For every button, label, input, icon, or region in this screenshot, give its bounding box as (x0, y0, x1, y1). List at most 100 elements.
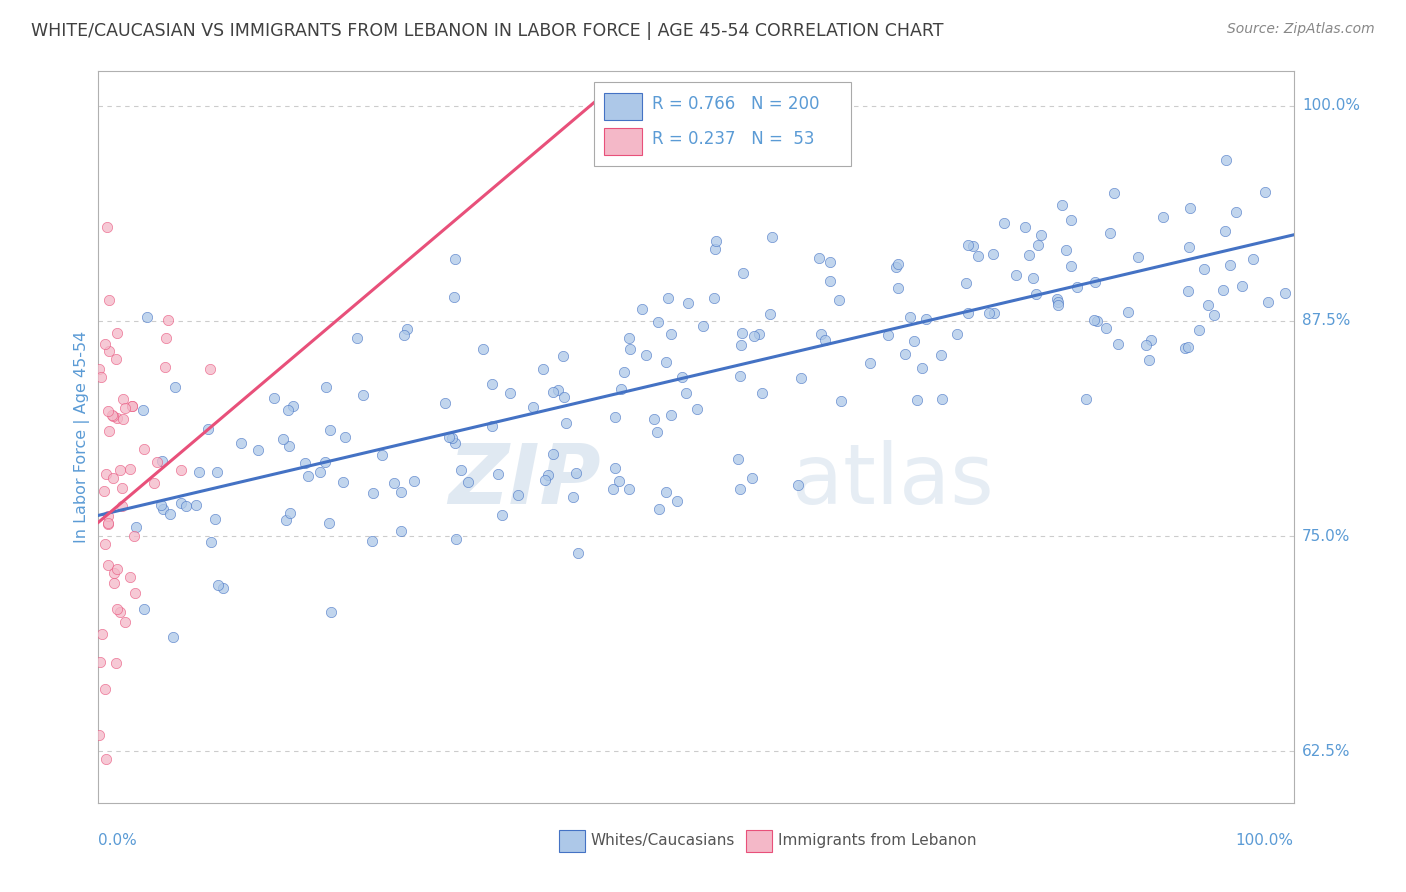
Text: 100.0%: 100.0% (1236, 833, 1294, 848)
Point (103, 575, 125, 590)
Point (898, 310, 921, 325)
Point (197, 422, 219, 436)
Point (97, 343, 120, 358)
Point (105, 602, 128, 616)
Point (434, 396, 457, 410)
Bar (558, 830, 585, 852)
Point (1202, 308, 1225, 322)
Point (1025, 287, 1047, 301)
Point (135, 310, 157, 324)
Point (747, 326, 769, 341)
Point (617, 331, 640, 345)
Text: atlas: atlas (792, 441, 993, 522)
Point (1060, 213, 1083, 227)
Bar (747, 830, 772, 852)
Text: 87.5%: 87.5% (1302, 313, 1350, 328)
Point (155, 331, 177, 345)
Point (565, 467, 588, 481)
Point (887, 281, 910, 295)
Point (1084, 276, 1107, 290)
Point (118, 570, 141, 584)
Point (636, 348, 658, 362)
Y-axis label: In Labor Force | Age 45-54: In Labor Force | Age 45-54 (75, 331, 90, 543)
Point (886, 260, 908, 274)
Point (1107, 337, 1129, 351)
Point (915, 311, 938, 326)
Point (543, 384, 565, 399)
Point (450, 463, 472, 477)
Point (643, 412, 665, 426)
Point (263, 391, 285, 405)
Point (211, 581, 233, 595)
Point (1139, 334, 1161, 348)
Point (741, 471, 763, 485)
Text: 75.0%: 75.0% (1302, 529, 1350, 543)
Point (111, 499, 134, 513)
Point (1060, 259, 1083, 273)
Point (309, 465, 332, 479)
Point (659, 408, 682, 422)
Point (1215, 153, 1237, 167)
Point (859, 356, 882, 370)
Point (294, 456, 316, 470)
Point (94, 467, 117, 481)
Point (481, 419, 503, 434)
Point (198, 362, 221, 376)
Point (131, 402, 153, 417)
Point (731, 266, 754, 280)
Point (97, 403, 120, 417)
Point (332, 475, 354, 489)
Point (104, 352, 127, 367)
Point (150, 454, 173, 468)
Point (271, 433, 294, 447)
Point (443, 252, 465, 267)
Point (728, 482, 751, 496)
Point (731, 326, 754, 341)
Bar (605, 128, 643, 155)
Point (1018, 248, 1040, 262)
Point (534, 473, 557, 487)
Point (486, 467, 509, 482)
Point (1083, 313, 1105, 327)
Point (162, 630, 184, 644)
Point (278, 506, 301, 520)
Point (613, 366, 636, 380)
Point (94, 752, 117, 766)
Text: R = 0.237   N =  53: R = 0.237 N = 53 (652, 130, 814, 148)
Point (1028, 238, 1050, 252)
Point (929, 348, 952, 362)
Point (820, 274, 842, 288)
Point (94, 336, 117, 351)
Point (1005, 268, 1028, 283)
Point (231, 436, 253, 450)
Point (877, 328, 900, 343)
Point (983, 306, 1005, 320)
Point (105, 562, 128, 576)
Point (703, 291, 725, 305)
Point (174, 499, 197, 513)
Point (207, 578, 229, 592)
Text: ZIP: ZIP (447, 441, 600, 522)
Point (395, 322, 418, 336)
Point (352, 388, 374, 402)
Point (962, 239, 984, 253)
Point (94, 682, 117, 697)
Point (360, 533, 382, 548)
Point (1135, 338, 1157, 352)
Text: 0.0%: 0.0% (98, 833, 138, 848)
Point (730, 338, 752, 352)
Point (547, 383, 569, 397)
Point (471, 342, 494, 356)
Text: R = 0.766   N = 200: R = 0.766 N = 200 (652, 95, 820, 113)
Point (903, 334, 925, 348)
Point (281, 399, 304, 413)
Point (93, 484, 115, 499)
Point (1230, 278, 1253, 293)
Point (150, 498, 173, 512)
Point (830, 393, 852, 408)
Point (648, 501, 671, 516)
Point (97, 558, 120, 572)
Point (647, 314, 669, 328)
Point (807, 252, 830, 266)
Point (1152, 211, 1174, 225)
